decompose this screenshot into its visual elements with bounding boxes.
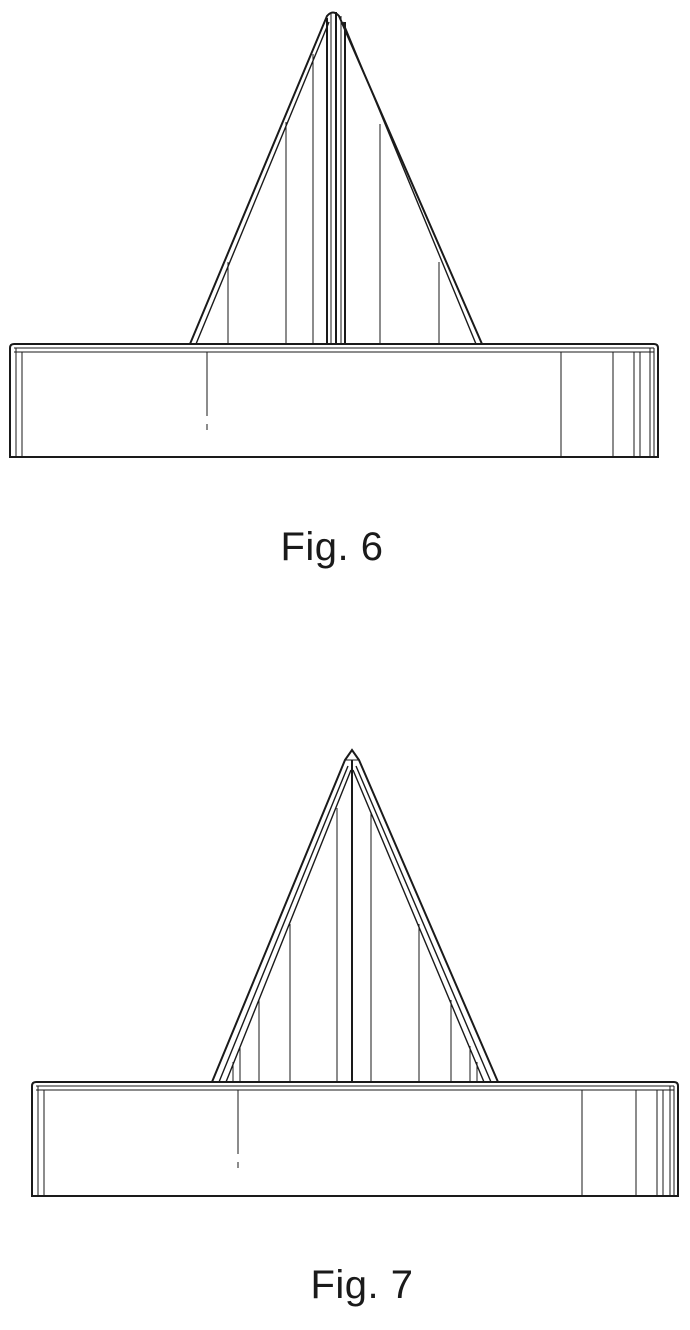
fig6-base-plate [10,344,658,457]
fig6-fin [190,12,482,344]
figure-6: Fig. 6 [10,12,658,569]
fig6-label: Fig. 6 [280,525,383,569]
fig7-base-plate [32,1082,678,1196]
figure-7: Fig. 7 [32,750,678,1307]
fig7-label: Fig. 7 [310,1263,413,1307]
fig7-fin [212,750,498,1082]
